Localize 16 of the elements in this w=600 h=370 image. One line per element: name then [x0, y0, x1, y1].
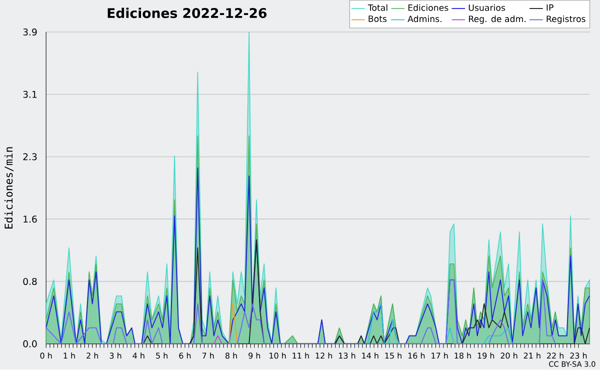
y-tick-label: 0.8 — [23, 278, 37, 286]
y-tick-label: 3.9 — [23, 28, 37, 36]
legend-label: Usuarios — [468, 4, 506, 12]
y-tick-label: 0.0 — [23, 340, 37, 348]
chart-title: Ediciones 2022-12-26 — [108, 8, 267, 18]
legend-label: Ediciones — [408, 4, 448, 12]
legend-label: Registros — [546, 16, 586, 24]
y-tick-label: 1.6 — [24, 216, 37, 223]
y-tick-label: 2.3 — [23, 153, 37, 160]
legend-label: IP — [546, 4, 554, 11]
legend-label: Bots — [368, 16, 387, 22]
y-axis-title: Ediciones/min — [4, 147, 14, 229]
y-tick-label: 3.1 — [23, 90, 37, 98]
legend-label: Reg. de adm. — [469, 16, 526, 24]
legend-label: Total — [368, 4, 388, 12]
legend-label: Admins. — [408, 16, 442, 22]
